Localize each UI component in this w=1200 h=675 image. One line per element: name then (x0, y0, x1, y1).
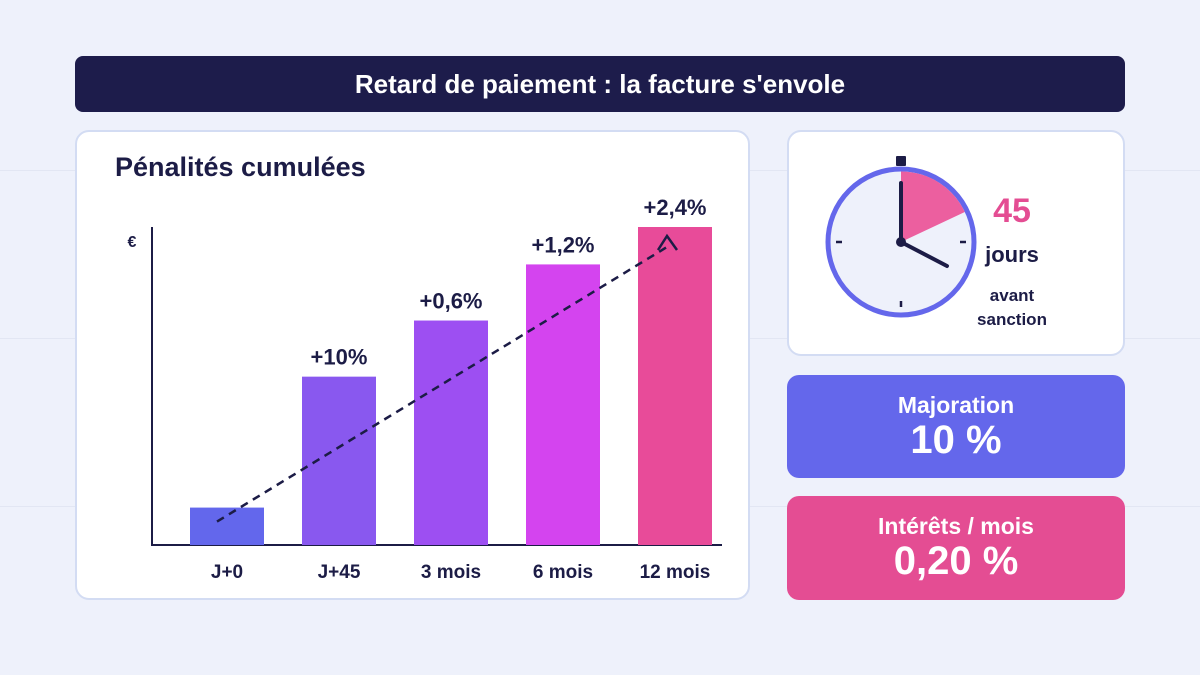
stopwatch-crown (896, 156, 906, 166)
bar (526, 264, 600, 545)
bar-value-label: +2,4% (644, 195, 707, 220)
days-caption-line: avant (989, 286, 1035, 305)
page-title: Retard de paiement : la facture s'envole (354, 68, 846, 99)
majoration-label: Majoration (897, 391, 1015, 418)
stopwatch-icon (825, 156, 977, 318)
trend-arrowhead (656, 233, 679, 251)
x-tick-label: J+45 (318, 562, 361, 583)
title-bar: Retard de paiement : la facture s'envole (75, 56, 1125, 112)
days-caption-line: sanction (977, 310, 1047, 329)
bar (638, 227, 712, 545)
bar (414, 320, 488, 545)
days-caption: avant sanction (971, 284, 1053, 332)
y-axis-label: € (128, 234, 137, 251)
days-count: 45 (993, 192, 1031, 230)
interets-label: Intérêts / mois (878, 513, 1034, 539)
x-tick-label: 6 mois (533, 562, 593, 583)
clock-center (896, 237, 906, 247)
chart-card: Pénalités cumulées € J+0 +10% J+45 +0,6% 3 mo… (75, 130, 750, 600)
bar-value-label: +0,6% (420, 289, 483, 314)
elapsed-sector (901, 171, 965, 242)
days-unit: jours (985, 242, 1039, 267)
interets-card: Intérêts / mois 0,20 % (787, 496, 1125, 600)
bar-value-label: +1,2% (532, 232, 595, 257)
trend-line (216, 245, 668, 523)
clock-hand-hour (899, 240, 949, 268)
x-tick-label: 12 mois (640, 562, 711, 583)
majoration-card: Majoration 10 % (787, 375, 1125, 478)
bar (190, 507, 264, 545)
majoration-value: 10 % (910, 417, 1002, 462)
x-tick-label: J+0 (211, 562, 243, 583)
timer-card: 45 jours avant sanction (787, 130, 1125, 356)
x-tick-label: 3 mois (421, 562, 481, 583)
bar-value-label: +10% (311, 345, 368, 370)
bar (302, 376, 376, 545)
chart-title: Pénalités cumulées (115, 152, 366, 182)
penalty-chart: € J+0 +10% J+45 +0,6% 3 mois +1,2% 6 mois +2,4% 1… (128, 195, 722, 583)
interets-value: 0,20 % (893, 539, 1019, 583)
